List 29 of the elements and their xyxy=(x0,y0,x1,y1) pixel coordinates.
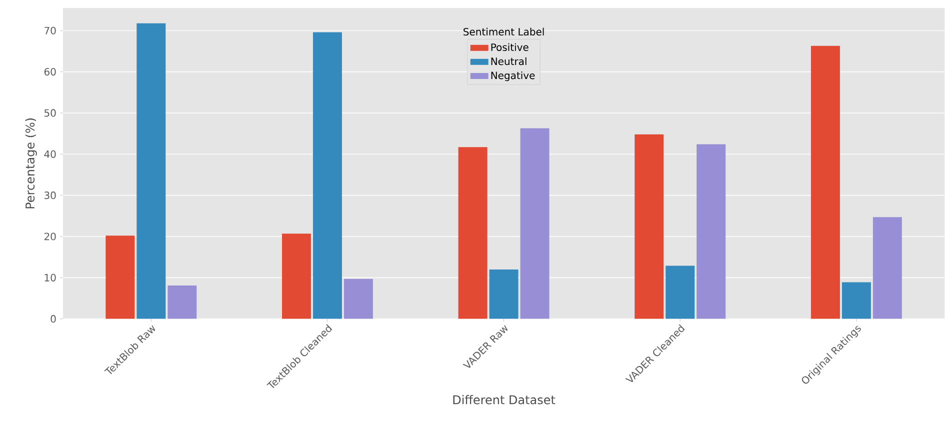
legend-title: Sentiment Label xyxy=(464,28,544,36)
bar xyxy=(696,144,726,319)
y-tick-label: 70 xyxy=(44,26,56,34)
bar xyxy=(666,266,695,319)
legend-label: Negative xyxy=(491,72,535,82)
legend-label: Neutral xyxy=(491,57,526,66)
bar xyxy=(520,128,550,319)
bar xyxy=(312,32,342,319)
legend-label: Positive xyxy=(491,43,528,52)
y-tick-label: 30 xyxy=(44,192,56,200)
bar xyxy=(344,279,373,319)
bar xyxy=(872,217,902,319)
bar xyxy=(458,147,488,319)
y-tick-label: 0 xyxy=(50,315,56,323)
bar xyxy=(810,46,840,319)
bar xyxy=(106,236,135,319)
bar xyxy=(282,234,311,319)
y-tick-label: 60 xyxy=(44,68,56,76)
y-tick-label: 50 xyxy=(44,109,56,117)
y-axis-title: Percentage (%) xyxy=(25,118,37,208)
bar xyxy=(489,270,518,319)
y-tick-label: 20 xyxy=(44,232,56,240)
y-tick-label: 40 xyxy=(44,150,56,158)
bar xyxy=(634,134,664,319)
bar xyxy=(136,23,166,319)
bar xyxy=(168,286,197,319)
bar xyxy=(842,282,871,319)
x-axis-title: Different Dataset xyxy=(453,395,556,404)
y-tick-label: 10 xyxy=(44,274,56,282)
